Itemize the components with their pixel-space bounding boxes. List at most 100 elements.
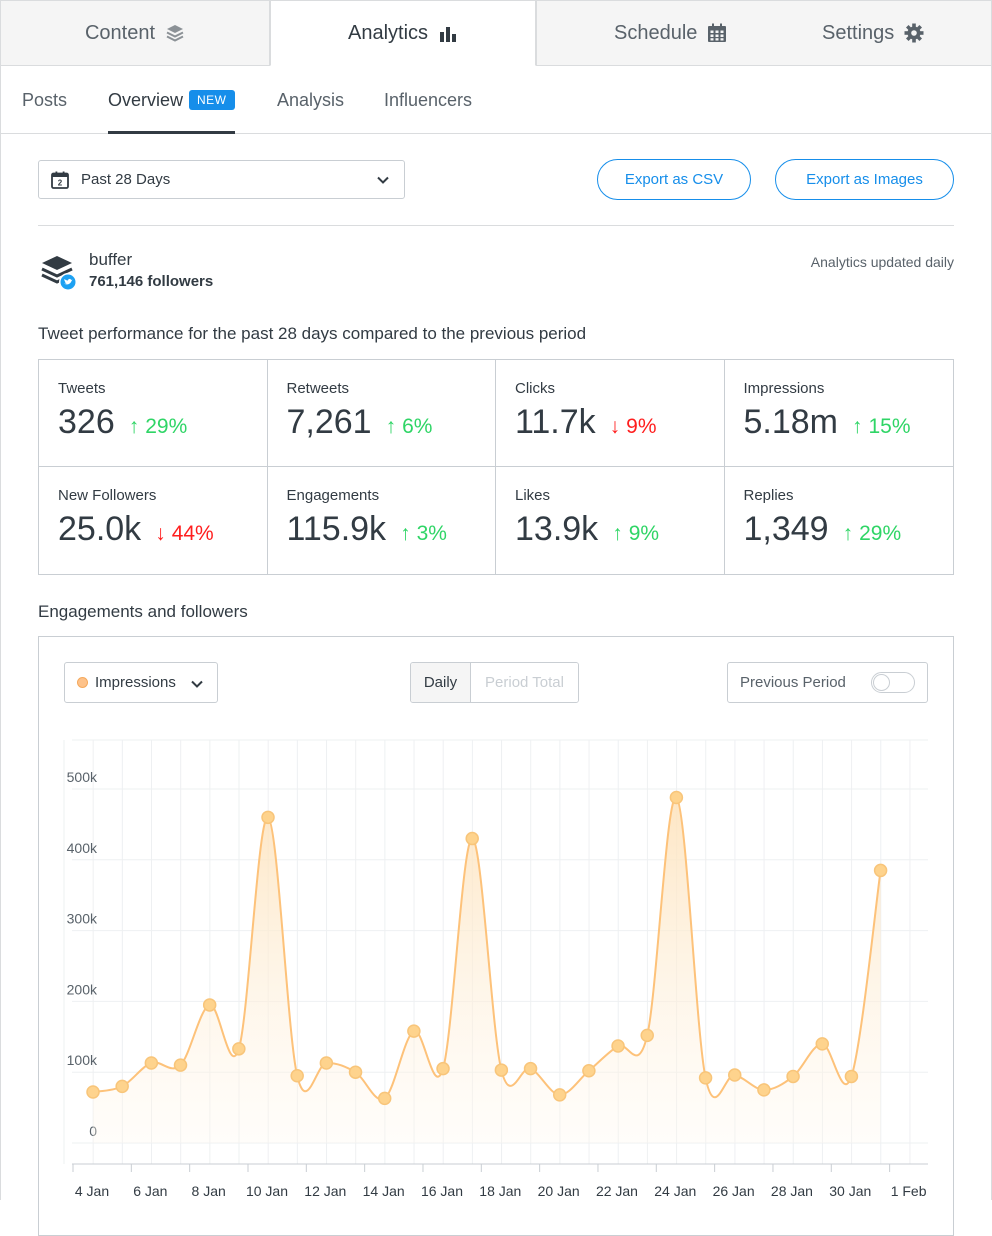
metric-label: Clicks [515,380,555,397]
y-tick-label: 100k [67,1052,98,1068]
metric-change: ↓ 9% [609,415,657,438]
subtab-posts[interactable]: Posts [22,66,67,134]
profile-followers: 761,146 followers [89,273,214,290]
toggle-knob [873,674,890,691]
x-tick-label: 18 Jan [479,1183,521,1199]
impressions-area [93,797,881,1143]
metric-label: New Followers [58,487,157,504]
chart-section-title: Engagements and followers [38,602,248,621]
data-point [436,1061,450,1076]
x-tick-label: 22 Jan [596,1183,638,1199]
x-tick-label: 30 Jan [829,1183,871,1199]
metric-label: Impressions [743,380,825,397]
subtab-overview[interactable]: Overview NEW [108,66,235,134]
metric-card: New Followers 25.0k ↓ 44% [39,467,268,574]
metric-value: 13.9k [515,510,599,548]
data-point [873,863,888,878]
tab-schedule[interactable]: Schedule [614,22,727,45]
previous-period-label: Previous Period [740,674,846,691]
x-tick-label: 10 Jan [246,1183,288,1199]
x-tick-label: 8 Jan [192,1183,226,1199]
new-badge: NEW [189,90,235,110]
seg-period-total-button[interactable]: Period Total [471,663,578,702]
x-tick-label: 26 Jan [713,1183,755,1199]
metric-value: 326 [58,403,115,441]
chevron-down-icon [377,176,389,184]
chart-metric-select[interactable]: Impressions [64,662,218,703]
data-point [290,1068,304,1083]
x-tick-label: 28 Jan [771,1183,813,1199]
export-images-button[interactable]: Export as Images [775,159,954,200]
metric-value: 25.0k [58,510,142,548]
metric-change: ↑ 15% [852,415,911,438]
date-range-select[interactable]: 2 Past 28 Days [38,160,405,199]
metric-change: ↓ 44% [155,522,214,545]
toolbar-divider [38,225,954,226]
metric-value: 11.7k [515,403,596,441]
metric-label: Engagements [286,487,380,504]
legend-dot [77,677,88,688]
arrow-up-icon: ↑ [612,522,623,545]
chevron-down-icon [191,680,203,688]
data-point [173,1058,188,1072]
metric-value: 7,261 [286,403,372,441]
calendar-day-number: 2 [58,178,63,187]
buffer-avatar [41,256,77,291]
arrow-up-icon: ↑ [852,415,863,438]
metric-card: Replies 1,349 ↑ 29% [725,467,954,574]
data-point [348,1065,363,1079]
bar-chart-icon [440,27,457,42]
metric-card: Likes 13.9k ↑ 9% [496,467,725,574]
arrow-up-icon: ↑ [842,522,854,545]
x-tick-label: 14 Jan [363,1183,405,1199]
x-tick-label: 4 Jan [75,1183,109,1199]
performance-title: Tweet performance for the past 28 days c… [38,324,587,343]
metrics-grid: Tweets 326 ↑ 29% Retweets 7,261 ↑ 6% Click… [38,359,954,575]
data-point [844,1069,859,1084]
tab-analytics[interactable]: Analytics [270,0,536,66]
analytics-updated-note: Analytics updated daily [810,254,954,270]
export-csv-button[interactable]: Export as CSV [597,159,751,200]
metric-value: 5.18m [743,403,839,441]
metric-card: Retweets 7,261 ↑ 6% [267,360,496,467]
metric-label: Retweets [286,380,350,397]
period-segmented-control: Daily Period Total [410,662,579,703]
arrow-up-icon: ↑ [400,522,411,545]
data-point [261,810,275,825]
previous-period-toggle[interactable] [871,672,915,693]
gear-icon [904,23,924,43]
subtab-analysis-label: Analysis [277,89,345,110]
y-tick-label: 300k [67,911,98,927]
data-point [115,1079,129,1094]
x-tick-label: 20 Jan [538,1183,580,1199]
x-tick-label: 1 Feb [891,1183,927,1199]
data-point [377,1091,392,1106]
metric-change: ↑ 29% [842,522,902,545]
data-point [465,831,479,846]
data-point [319,1056,334,1070]
data-point [786,1069,800,1084]
metric-value: 1,349 [743,510,829,548]
tab-content-label: Content [84,21,156,44]
x-tick-label: 12 Jan [304,1183,346,1199]
data-point [232,1042,246,1056]
subtab-influencers-label: Influencers [384,89,473,110]
metric-change: ↑ 29% [128,415,188,438]
subtab-analysis[interactable]: Analysis [277,66,344,134]
tab-content[interactable]: Content [0,0,270,66]
tab-settings-label: Settings [822,21,895,44]
metric-card: Tweets 326 ↑ 29% [39,360,268,467]
seg-daily-button[interactable]: Daily [411,663,471,702]
top-tab-bar: Content Analytics Schedule [0,0,992,66]
subtab-influencers[interactable]: Influencers [384,66,472,134]
data-point [86,1085,100,1099]
metric-card: Clicks 11.7k ↓ 9% [496,360,725,467]
calendar-small-icon: 2 [51,171,69,189]
tab-settings[interactable]: Settings [822,22,924,45]
sub-tab-bar: Posts Overview NEW Analysis Influencers [0,66,992,134]
data-point [202,998,217,1012]
arrow-up-icon: ↑ [385,415,397,438]
data-point [640,1028,654,1043]
date-range-value: Past 28 Days [81,171,171,188]
